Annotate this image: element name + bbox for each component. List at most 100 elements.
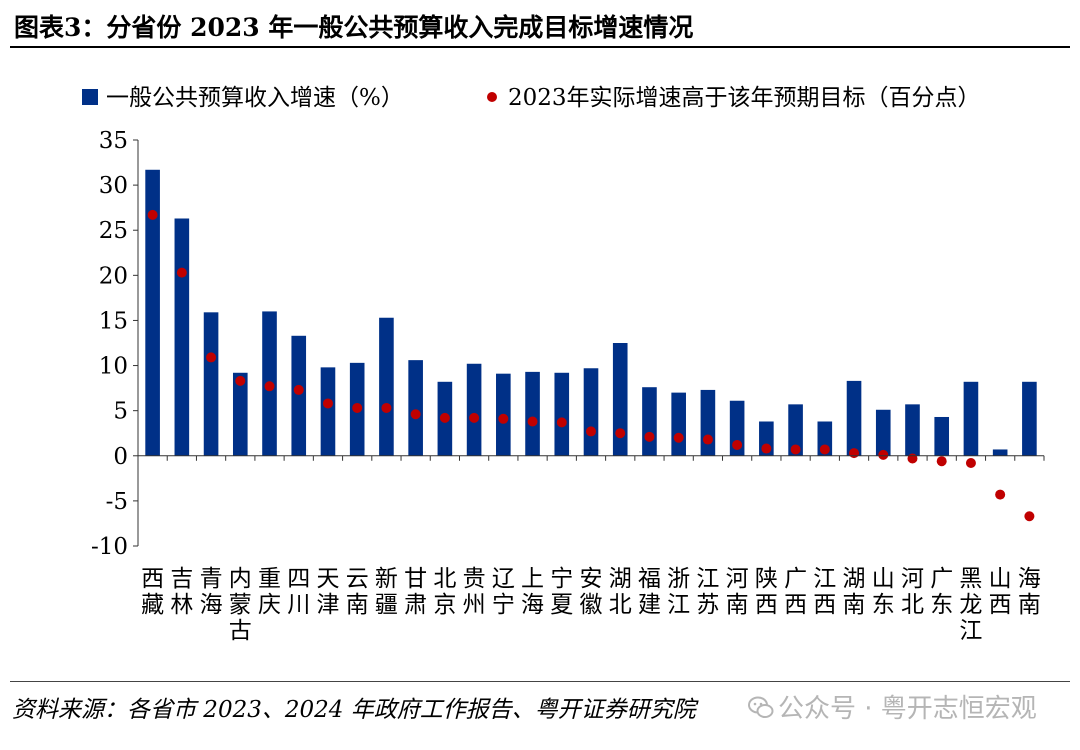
x-tick-char: 贵 <box>463 566 486 592</box>
x-tick-label: 天津 <box>316 566 339 618</box>
title-divider <box>10 46 1070 48</box>
y-tick-label: 25 <box>99 218 128 244</box>
x-tick-label: 广东 <box>930 566 953 618</box>
dot <box>586 426 596 437</box>
dot-series <box>147 209 1035 522</box>
x-tick-char: 青 <box>200 566 223 592</box>
legend-bar-swatch <box>82 89 98 105</box>
x-tick-label: 福建 <box>638 566 661 618</box>
x-tick-label: 甘肃 <box>404 566 427 618</box>
x-tick-label: 新疆 <box>375 566 398 618</box>
bar-chart: 一般公共预算收入增速（%） 2023年实际增速高于该年预期目标（百分点） 35 30… <box>82 85 1045 644</box>
bar-series <box>145 169 1037 456</box>
bar <box>466 363 482 456</box>
x-tick-label: 山东 <box>872 566 895 618</box>
x-tick-label: 浙江 <box>667 566 690 618</box>
watermark: 公众号 · 粤开志恒宏观 <box>748 688 1037 725</box>
x-tick-char: 南 <box>1018 592 1041 618</box>
bar <box>320 367 336 456</box>
dot <box>761 443 772 454</box>
bar <box>145 169 160 456</box>
x-tick-char: 西 <box>141 566 164 592</box>
dot <box>147 209 158 220</box>
source-divider <box>10 681 1070 682</box>
x-tick-char: 河 <box>726 566 749 592</box>
x-tick-char: 东 <box>872 592 895 618</box>
dot <box>1024 511 1035 522</box>
x-tick-char: 安 <box>580 566 603 592</box>
x-tick-char: 藏 <box>141 592 164 618</box>
x-tick-char: 云 <box>346 566 369 592</box>
x-tick-char: 林 <box>170 592 193 618</box>
x-tick-char: 吉 <box>170 566 193 592</box>
x-tick-char: 新 <box>375 566 398 592</box>
x-tick-label: 河南 <box>726 566 749 618</box>
dot <box>469 412 480 423</box>
x-tick-char: 江 <box>667 592 690 618</box>
y-tick-label: -5 <box>106 489 128 515</box>
x-tick-label: 湖北 <box>609 566 632 618</box>
bar <box>905 404 920 456</box>
dot <box>644 431 655 442</box>
y-tick-label: 5 <box>113 399 128 425</box>
x-tick-char: 内 <box>229 566 252 592</box>
x-tick-char: 川 <box>287 592 310 618</box>
y-tick-label: 30 <box>99 173 128 199</box>
x-tick-char: 庆 <box>258 592 281 618</box>
bar <box>642 387 657 456</box>
bar <box>203 312 219 456</box>
x-tick-char: 东 <box>930 592 953 618</box>
x-tick-char: 西 <box>755 592 778 618</box>
x-tick-char: 陕 <box>755 566 778 592</box>
legend-bar-label: 一般公共预算收入增速（%） <box>106 85 404 111</box>
x-tick-label: 山西 <box>989 566 1012 618</box>
bar <box>612 343 628 456</box>
page-title: 图表3：分省份 2023 年一般公共预算收入完成目标增速情况 <box>14 13 694 42</box>
x-tick-char: 甘 <box>404 566 427 592</box>
x-tick-label: 贵州 <box>463 566 486 618</box>
x-tick-char: 疆 <box>375 592 398 618</box>
dot <box>293 384 304 395</box>
x-tick-label: 北京 <box>433 566 456 618</box>
x-tick-label: 陕西 <box>755 566 778 618</box>
x-axis: 西藏吉林青海内蒙古重庆四川天津云南新疆甘肃北京贵州辽宁上海宁夏安徽湖北福建浙江江… <box>137 455 1045 644</box>
x-tick-char: 海 <box>200 592 223 618</box>
dot <box>556 417 567 428</box>
x-tick-char: 北 <box>901 592 924 618</box>
dot <box>995 489 1006 500</box>
x-tick-char: 徽 <box>580 592 603 618</box>
y-tick-label: 0 <box>113 444 128 470</box>
dot <box>176 267 187 278</box>
bar <box>700 389 716 456</box>
x-tick-char: 南 <box>346 592 369 618</box>
x-tick-char: 州 <box>463 592 486 618</box>
y-tick-label: 15 <box>99 308 128 334</box>
x-tick-char: 西 <box>813 592 836 618</box>
dot <box>498 413 509 424</box>
dot <box>410 409 421 420</box>
x-tick-char: 北 <box>609 592 632 618</box>
legend-dot-label: 2023年实际增速高于该年预期目标（百分点） <box>508 85 981 111</box>
x-tick-char: 建 <box>638 592 661 618</box>
bar <box>846 380 862 456</box>
dot <box>527 416 538 427</box>
dot <box>615 428 626 439</box>
bar <box>963 381 979 456</box>
x-tick-label: 江苏 <box>696 566 719 618</box>
dot <box>819 444 830 455</box>
x-tick-char: 北 <box>433 566 456 592</box>
x-tick-char: 广 <box>930 566 953 592</box>
x-tick-char: 夏 <box>550 592 573 618</box>
x-tick-label: 辽宁 <box>492 566 515 618</box>
dot <box>732 439 743 450</box>
x-tick-char: 京 <box>433 592 456 618</box>
x-tick-char: 海 <box>521 592 544 618</box>
dot <box>235 375 246 386</box>
x-tick-char: 肃 <box>404 592 427 618</box>
x-tick-char: 天 <box>316 566 339 592</box>
dot <box>702 434 713 445</box>
x-tick-label: 重庆 <box>258 566 281 618</box>
x-tick-label: 云南 <box>346 566 369 618</box>
dot <box>381 402 392 413</box>
bar <box>525 371 540 456</box>
